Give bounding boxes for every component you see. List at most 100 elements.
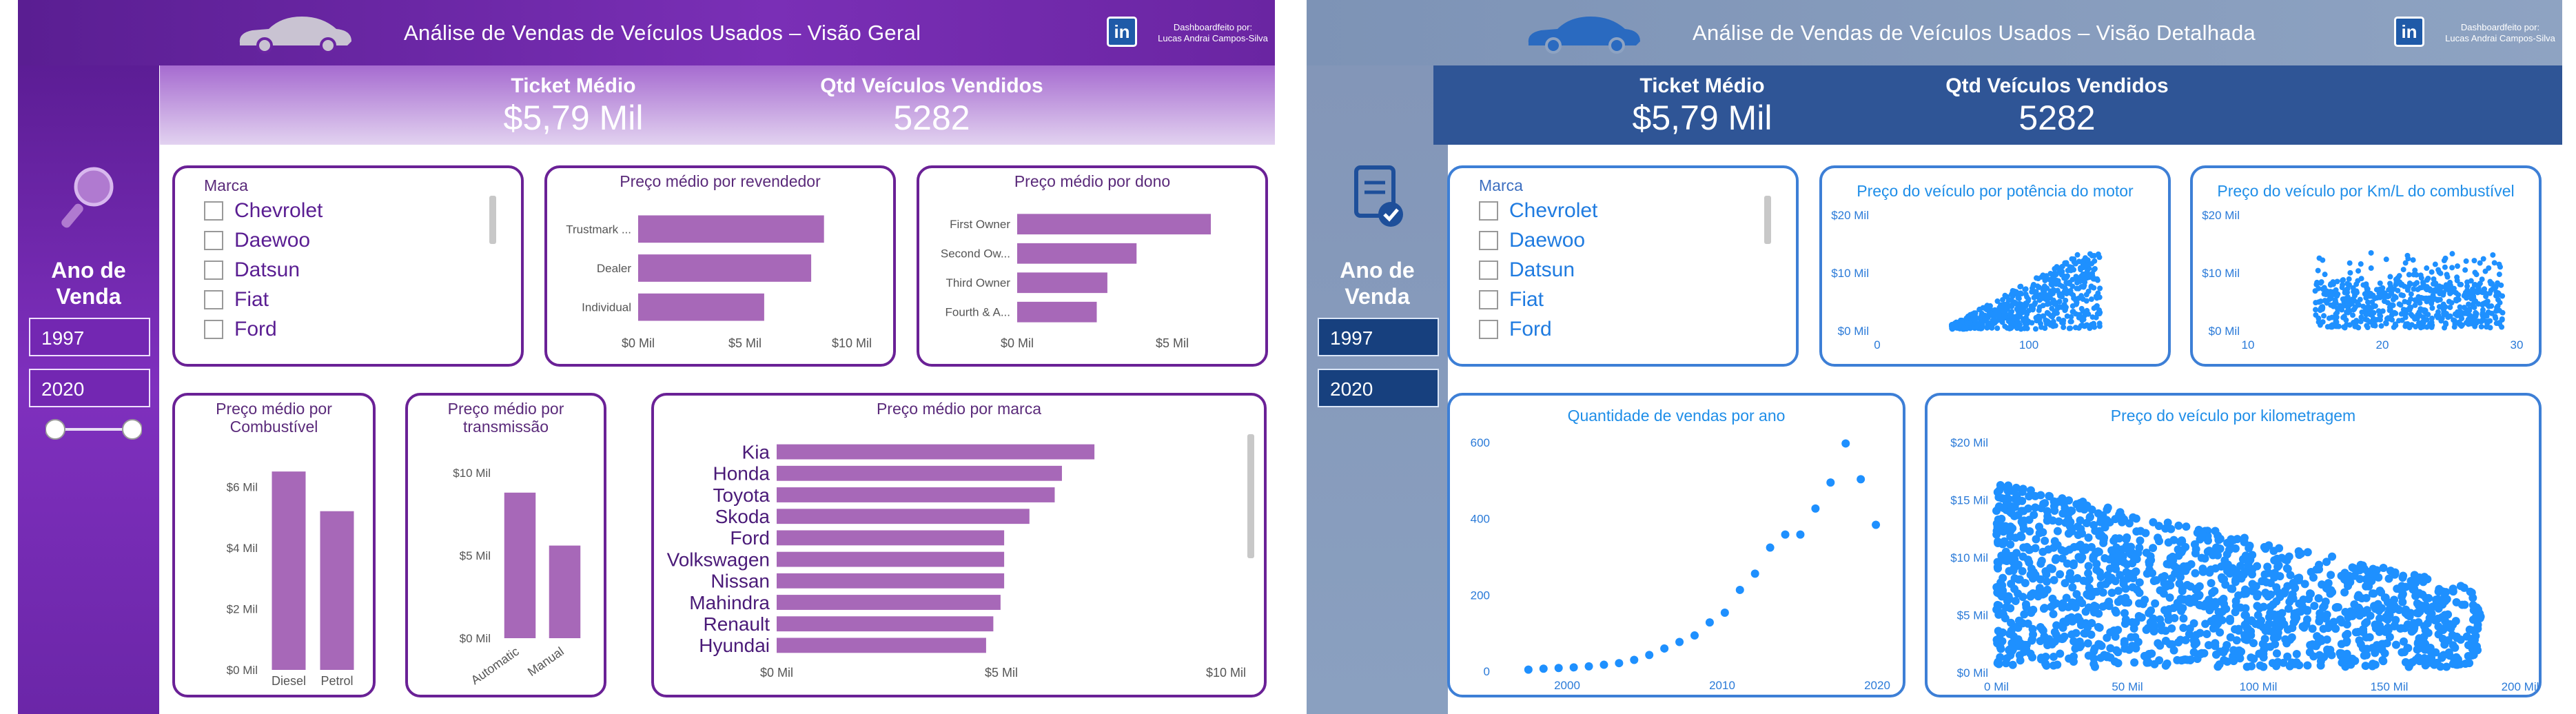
scrollbar[interactable]	[489, 196, 496, 244]
data-point	[2001, 614, 2010, 623]
data-point	[2161, 626, 2170, 635]
data-point	[2378, 640, 2386, 649]
checkbox[interactable]	[204, 320, 223, 339]
data-point	[2411, 286, 2417, 292]
data-point	[2125, 547, 2134, 556]
data-point	[2231, 575, 2240, 584]
data-point	[2268, 659, 2277, 668]
data-point	[2095, 311, 2101, 317]
data-point	[1953, 323, 1959, 329]
data-point	[1989, 325, 1995, 331]
data-point	[2406, 325, 2413, 331]
checkbox[interactable]	[204, 231, 223, 250]
checkbox[interactable]	[204, 201, 223, 221]
data-point	[2222, 657, 2231, 666]
data-point	[2282, 556, 2291, 565]
checkbox[interactable]	[1479, 231, 1498, 250]
data-point	[2412, 281, 2418, 287]
y-tick-label: $0 Mil	[2209, 325, 2240, 338]
data-point	[2085, 513, 2094, 522]
data-point	[2350, 312, 2356, 318]
data-point	[2135, 589, 2144, 598]
year-to-input[interactable]: 2020	[1318, 369, 1439, 407]
marca-option[interactable]: Datsun	[1479, 256, 1575, 284]
checkbox[interactable]	[1479, 201, 1498, 221]
linkedin-icon[interactable]: in	[2394, 17, 2424, 47]
y-tick-label: $10 Mil	[1950, 551, 1988, 564]
year-range-slider[interactable]	[45, 417, 142, 442]
data-point	[2100, 523, 2109, 532]
data-point	[2259, 649, 2268, 658]
data-point	[2031, 503, 2040, 512]
year-to-input[interactable]: 2020	[29, 369, 150, 407]
data-point	[2029, 605, 2038, 614]
marca-option[interactable]: Fiat	[1479, 286, 1544, 314]
scrollbar[interactable]	[1247, 434, 1254, 558]
data-point	[2404, 252, 2411, 258]
data-point	[2420, 645, 2429, 654]
data-point	[2097, 531, 2106, 540]
y-tick-label: $20 Mil	[1950, 436, 1988, 449]
data-point	[2043, 585, 2052, 594]
marca-option[interactable]: Daewoo	[1479, 227, 1585, 254]
data-point	[1554, 664, 1563, 673]
marca-option[interactable]: Daewoo	[204, 227, 310, 254]
data-point	[2198, 529, 2207, 538]
document-check-icon	[1354, 165, 1403, 227]
data-point	[2480, 256, 2486, 262]
scrollbar[interactable]	[1764, 196, 1771, 244]
data-point	[2031, 491, 2040, 500]
data-point	[2122, 568, 2131, 577]
y-tick-label: 400	[1471, 513, 1490, 526]
linkedin-icon[interactable]: in	[1107, 17, 1137, 47]
data-point	[2369, 571, 2378, 580]
marca-option[interactable]: Chevrolet	[204, 197, 323, 225]
checkbox[interactable]	[1479, 261, 1498, 280]
data-point	[2008, 660, 2017, 669]
marca-option[interactable]: Ford	[204, 316, 277, 343]
data-point	[2015, 575, 2024, 584]
data-point	[2343, 317, 2349, 323]
data-point	[2331, 603, 2340, 612]
data-point	[2053, 308, 2059, 314]
data-point	[2424, 287, 2430, 293]
data-point	[1988, 310, 1994, 316]
data-point	[2378, 645, 2386, 654]
marca-option[interactable]: Fiat	[204, 286, 269, 314]
data-point	[2000, 296, 2006, 303]
data-point	[2155, 537, 2164, 546]
year-from-input[interactable]: 1997	[29, 318, 150, 356]
data-point	[2359, 309, 2365, 315]
checkbox[interactable]	[1479, 290, 1498, 309]
chart-title: Preço do veículo por Km/L do combustível	[2217, 182, 2515, 200]
year-from-input[interactable]: 1997	[1318, 318, 1439, 356]
sidebar: Ano de Venda 1997 2020	[18, 65, 159, 714]
data-point	[2149, 614, 2158, 623]
data-point	[2346, 276, 2352, 282]
data-point	[2174, 521, 2183, 530]
marca-option[interactable]: Datsun	[204, 256, 300, 284]
kpi-qtd-label: Qtd Veículos Vendidos	[820, 74, 1043, 97]
data-point	[2443, 321, 2449, 327]
data-point	[2318, 298, 2324, 305]
data-point	[2103, 503, 2112, 512]
data-point	[2076, 620, 2085, 629]
data-point	[2198, 564, 2207, 573]
data-point	[2042, 661, 2051, 670]
marca-option[interactable]: Ford	[1479, 316, 1552, 343]
data-point	[2335, 323, 2342, 329]
data-point	[2452, 598, 2461, 606]
checkbox[interactable]	[204, 261, 223, 280]
data-point	[2399, 281, 2405, 287]
checkbox[interactable]	[204, 290, 223, 309]
checkbox[interactable]	[1479, 320, 1498, 339]
data-point	[2041, 536, 2049, 545]
data-point	[2191, 593, 2200, 602]
data-point	[2113, 551, 2122, 560]
marca-option[interactable]: Chevrolet	[1479, 197, 1597, 225]
data-point	[2066, 518, 2075, 527]
data-point	[2023, 291, 2029, 297]
data-point	[2236, 603, 2245, 612]
data-point	[2420, 633, 2429, 642]
data-point	[2189, 619, 2198, 628]
